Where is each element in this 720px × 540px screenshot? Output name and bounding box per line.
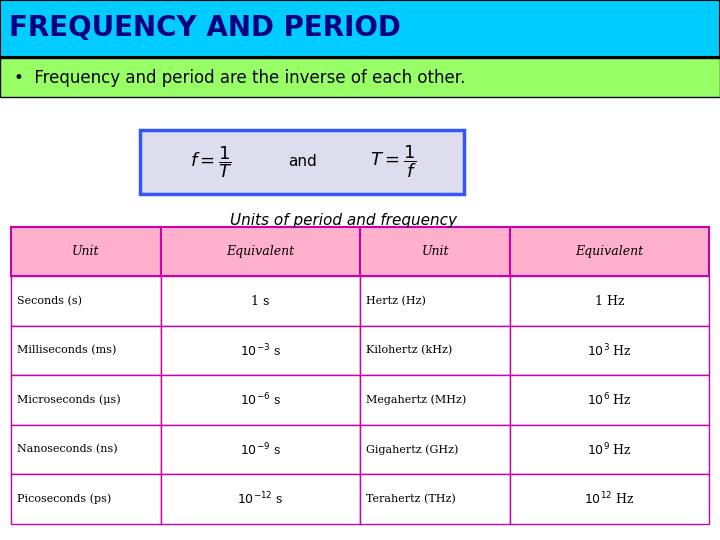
Text: Unit: Unit (421, 245, 449, 258)
FancyBboxPatch shape (360, 276, 510, 326)
Text: 1 Hz: 1 Hz (595, 294, 624, 308)
FancyBboxPatch shape (11, 425, 161, 474)
Text: Equivalent: Equivalent (226, 245, 294, 258)
FancyBboxPatch shape (360, 474, 510, 524)
Text: $10^{-6}$ s: $10^{-6}$ s (240, 392, 281, 408)
Text: Seconds (s): Seconds (s) (17, 296, 81, 306)
Text: Terahertz (THz): Terahertz (THz) (366, 494, 456, 504)
FancyBboxPatch shape (11, 227, 161, 276)
Text: Equivalent: Equivalent (575, 245, 644, 258)
Text: and: and (288, 154, 317, 170)
Text: $10^{6}$ Hz: $10^{6}$ Hz (588, 392, 632, 408)
Text: $10^{-3}$ s: $10^{-3}$ s (240, 342, 281, 359)
Text: $10^{12}$ Hz: $10^{12}$ Hz (585, 491, 635, 508)
Text: Unit: Unit (72, 245, 99, 258)
FancyBboxPatch shape (510, 375, 709, 425)
FancyBboxPatch shape (510, 474, 709, 524)
FancyBboxPatch shape (11, 326, 161, 375)
Text: $10^{-12}$ s: $10^{-12}$ s (237, 491, 284, 508)
Text: Gigahertz (GHz): Gigahertz (GHz) (366, 444, 458, 455)
Text: Kilohertz (kHz): Kilohertz (kHz) (366, 346, 452, 356)
FancyBboxPatch shape (11, 375, 161, 425)
FancyBboxPatch shape (11, 276, 161, 326)
Text: Milliseconds (ms): Milliseconds (ms) (17, 346, 116, 356)
Text: •  Frequency and period are the inverse of each other.: • Frequency and period are the inverse o… (14, 69, 466, 87)
Text: $10^{-9}$ s: $10^{-9}$ s (240, 441, 281, 458)
FancyBboxPatch shape (510, 425, 709, 474)
FancyBboxPatch shape (360, 375, 510, 425)
Text: Megahertz (MHz): Megahertz (MHz) (366, 395, 466, 406)
FancyBboxPatch shape (510, 276, 709, 326)
Text: $10^{3}$ Hz: $10^{3}$ Hz (588, 342, 632, 359)
FancyBboxPatch shape (510, 227, 709, 276)
FancyBboxPatch shape (140, 130, 464, 194)
FancyBboxPatch shape (0, 0, 720, 57)
Text: Picoseconds (ps): Picoseconds (ps) (17, 494, 111, 504)
Text: 1 s: 1 s (251, 294, 270, 308)
FancyBboxPatch shape (510, 326, 709, 375)
FancyBboxPatch shape (11, 474, 161, 524)
FancyBboxPatch shape (161, 474, 360, 524)
FancyBboxPatch shape (360, 227, 510, 276)
FancyBboxPatch shape (161, 425, 360, 474)
FancyBboxPatch shape (360, 326, 510, 375)
FancyBboxPatch shape (161, 276, 360, 326)
Text: $f = \dfrac{1}{T}$: $f = \dfrac{1}{T}$ (190, 144, 233, 180)
FancyBboxPatch shape (0, 58, 720, 97)
Text: Nanoseconds (ns): Nanoseconds (ns) (17, 444, 117, 455)
Text: Hertz (Hz): Hertz (Hz) (366, 296, 426, 306)
FancyBboxPatch shape (161, 326, 360, 375)
Text: Microseconds (μs): Microseconds (μs) (17, 395, 120, 406)
FancyBboxPatch shape (360, 425, 510, 474)
FancyBboxPatch shape (161, 227, 360, 276)
FancyBboxPatch shape (161, 375, 360, 425)
Text: Units of period and frequency: Units of period and frequency (230, 213, 457, 228)
Text: $T = \dfrac{1}{f}$: $T = \dfrac{1}{f}$ (370, 144, 416, 180)
Text: FREQUENCY AND PERIOD: FREQUENCY AND PERIOD (9, 15, 400, 42)
Text: $10^{9}$ Hz: $10^{9}$ Hz (588, 441, 632, 458)
